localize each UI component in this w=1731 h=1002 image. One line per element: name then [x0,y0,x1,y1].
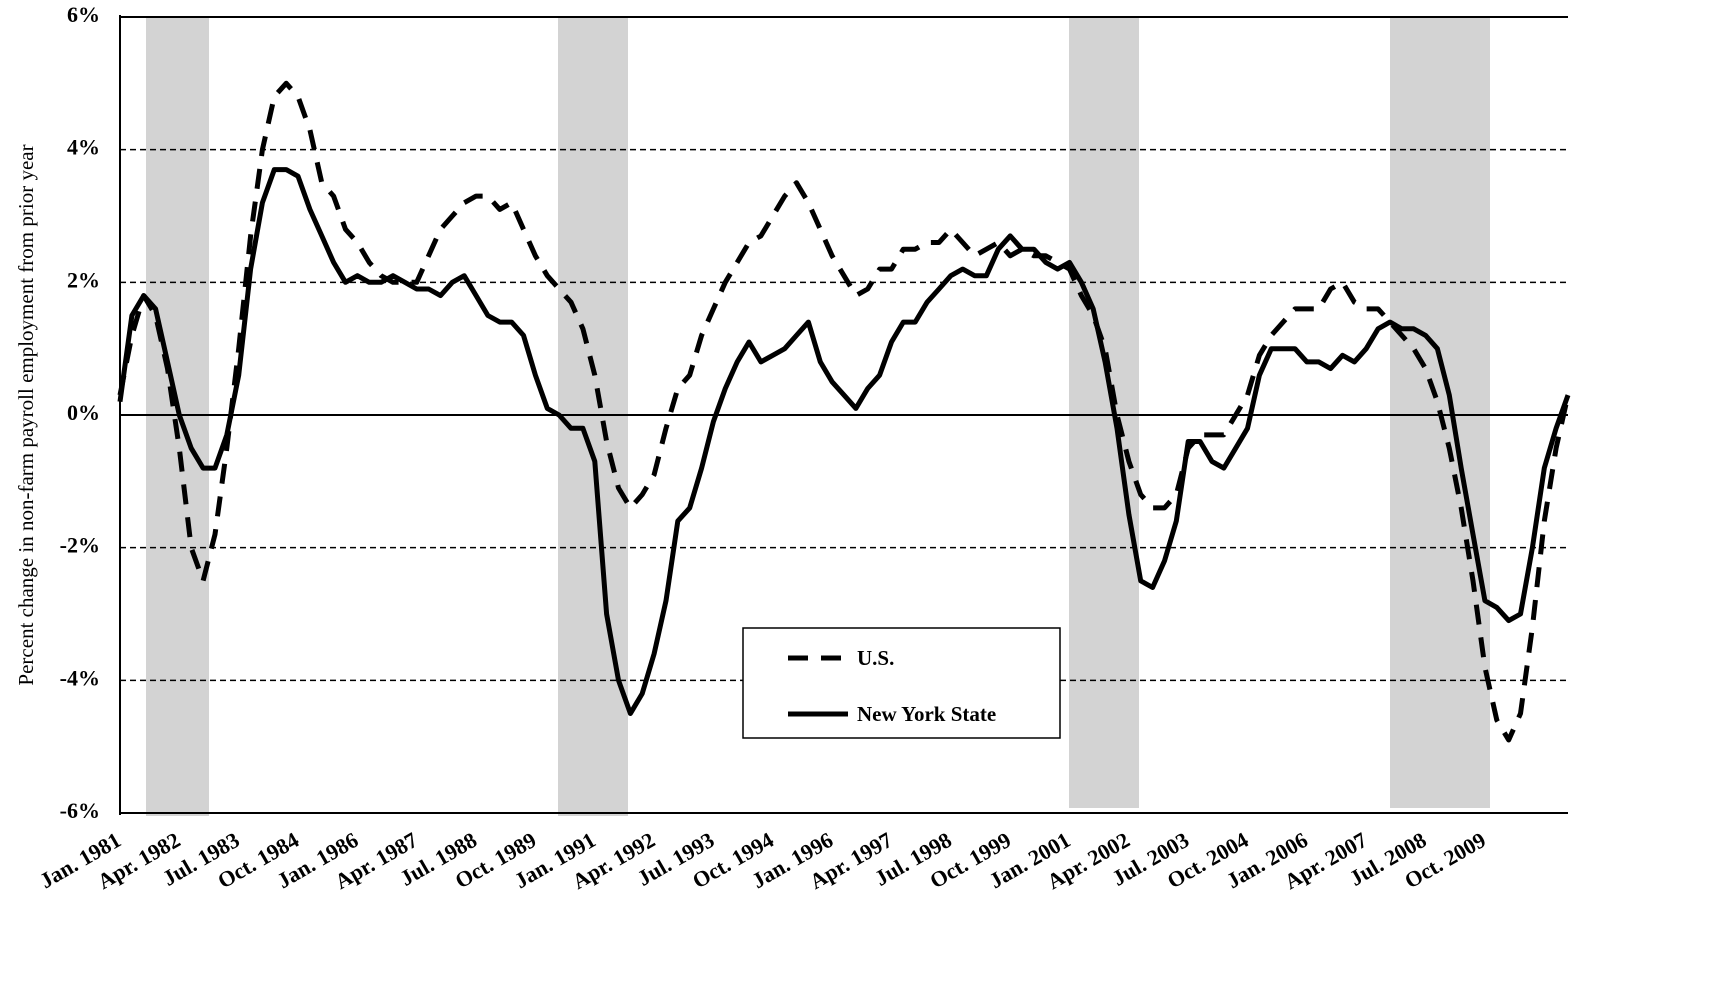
y-axis-label: Percent change in non-farm payroll emplo… [14,144,38,685]
legend: U.S. New York State [742,627,1061,739]
y-tick-label: 6% [67,2,100,27]
y-tick-label: -2% [60,533,100,558]
y-tick-label: 0% [67,400,100,425]
shade [1069,17,1139,808]
line-series [117,167,1571,716]
y-tick-label: 2% [67,267,100,292]
legend-label: New York State [857,702,996,726]
shade [558,17,628,816]
y-tick-label: -4% [60,665,100,690]
line-series [117,80,1571,743]
y-tick-label: 4% [67,135,100,160]
recession-shading [146,17,1490,816]
legend-box [742,627,1061,739]
legend-label: U.S. [857,646,894,670]
y-tick-label: -6% [60,798,100,823]
